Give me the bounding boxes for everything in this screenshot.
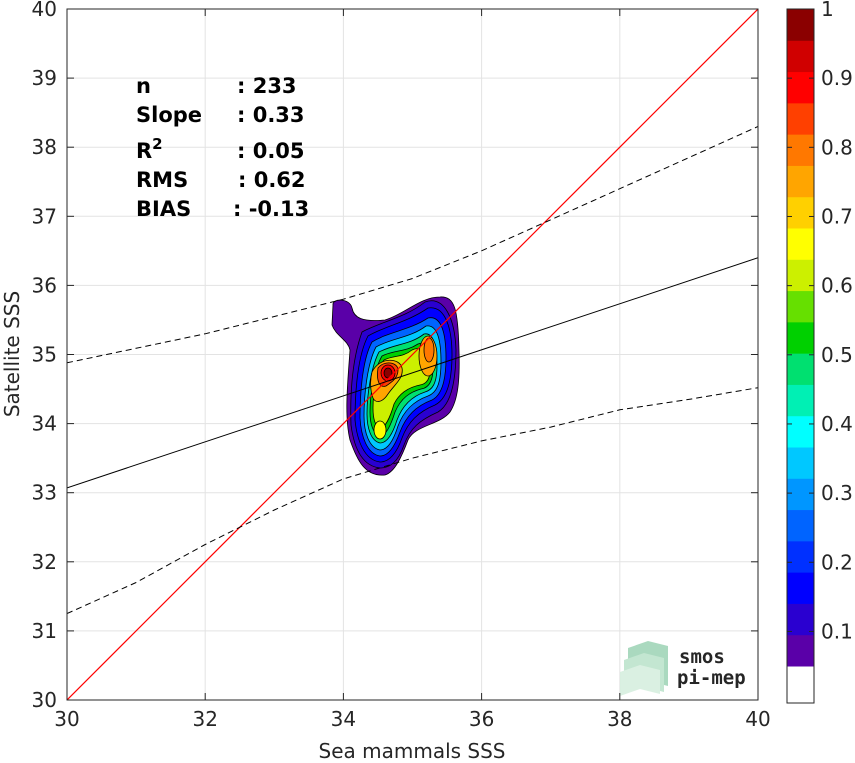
colorbar-band: [787, 134, 814, 166]
y-tick-label: 35: [32, 343, 57, 367]
colorbar-tick-label: 0.3: [821, 481, 853, 505]
stat-label: Slope: [136, 103, 202, 127]
x-axis-label: Sea mammals SSS: [319, 739, 506, 763]
axis-ticks: 30 32 34 36 38 40 30 31 32 33 34 35 36 37 38 39 40: [32, 0, 771, 731]
stat-label-text: n: [136, 74, 151, 98]
upper-bound-dashed-line: [67, 126, 758, 364]
y-tick-label: 40: [32, 0, 57, 21]
logo-waves-icon: [620, 641, 668, 696]
density-contours: [331, 296, 460, 476]
colorbar-band: [787, 447, 814, 479]
colorbar-frame: [786, 8, 815, 704]
stat-label-text: RMS: [136, 168, 188, 192]
colorbar-tick-label: 0.9: [821, 66, 853, 90]
colorbar-band: [787, 196, 814, 229]
stat-label: R2: [136, 135, 163, 163]
colorbar-band: [787, 40, 814, 73]
y-tick-label: 38: [32, 135, 57, 159]
colorbar-tick-label: 0.2: [821, 550, 853, 574]
colorbar-tick-label: 0.7: [821, 204, 853, 228]
colorbar-band: [787, 572, 814, 604]
y-tick-label: 32: [32, 550, 57, 574]
regression-line: [67, 257, 758, 489]
stat-value: : 0.62: [238, 168, 306, 192]
x-tick-label: 34: [331, 707, 356, 731]
identity-line: [67, 9, 758, 700]
colorbar-band: [787, 165, 814, 198]
colorbar-tick-label: 0.4: [821, 412, 853, 436]
y-tick-label: 37: [32, 204, 57, 228]
x-tick-label: 32: [192, 707, 217, 731]
colorbar-tick-label: 1: [821, 0, 834, 21]
logo-text-pi-mep: pi-mep: [677, 667, 746, 689]
colorbar-band: [787, 634, 814, 667]
stat-label: RMS: [136, 168, 188, 192]
colorbar-band: [787, 603, 814, 636]
colorbar: 1 0.9 0.8 0.7 0.6 0.5 0.4 0.3 0.2 0.1: [786, 0, 853, 704]
y-tick-label: 31: [32, 619, 57, 643]
colorbar-band: [787, 478, 814, 511]
stat-label-superscript: 2: [152, 135, 162, 153]
colorbar-empty-band: [787, 666, 814, 703]
stat-label: n: [136, 74, 151, 98]
colorbar-band: [787, 353, 814, 385]
contour-peak-tertiary: [373, 420, 387, 440]
y-axis-label: Satellite SSS: [0, 291, 24, 417]
smos-pi-mep-logo: smos pi-mep: [620, 641, 746, 696]
contour-peak-main-max: [383, 367, 393, 379]
stat-label: BIAS: [136, 197, 191, 221]
colorbar-band: [787, 290, 814, 323]
stat-label-text: R: [136, 139, 152, 163]
colorbar-band: [787, 259, 814, 292]
colorbar-tick-label: 0.8: [821, 135, 853, 159]
x-tick-label: 36: [469, 707, 494, 731]
x-tick-label: 30: [54, 707, 79, 731]
colorbar-band: [787, 228, 814, 260]
colorbar-tick-label: 0.6: [821, 274, 853, 298]
colorbar-band: [787, 384, 814, 417]
stat-value: : -0.13: [233, 197, 309, 221]
stat-label-text: Slope: [136, 103, 202, 127]
colorbar-band: [787, 509, 814, 542]
colorbar-tick-label: 0.1: [821, 619, 853, 643]
y-tick-label: 33: [32, 481, 57, 505]
stat-value: : 0.33: [237, 103, 305, 127]
colorbar-band: [787, 540, 814, 573]
colorbar-tick-label: 0.5: [821, 343, 853, 367]
colorbar-band: [787, 71, 814, 104]
stat-label-text: BIAS: [136, 197, 191, 221]
statistics-annotation: n : 233 Slope : 0.33 R2 : 0.05 RMS : 0.62 BIAS : …: [136, 74, 309, 221]
logo-text-smos: smos: [679, 646, 725, 668]
colorbar-band: [787, 321, 814, 354]
colorbar-band: [787, 102, 814, 135]
stat-value: : 0.05: [237, 139, 305, 163]
y-tick-label: 34: [32, 412, 57, 436]
y-tick-label: 39: [32, 66, 57, 90]
x-tick-label: 38: [607, 707, 632, 731]
colorbar-band: [787, 415, 814, 448]
y-tick-label: 30: [32, 688, 57, 712]
reference-lines: [67, 9, 758, 700]
y-tick-label: 36: [32, 273, 57, 297]
colorbar-band: [787, 9, 814, 41]
stat-value: : 233: [237, 74, 297, 98]
x-tick-label: 40: [745, 707, 770, 731]
